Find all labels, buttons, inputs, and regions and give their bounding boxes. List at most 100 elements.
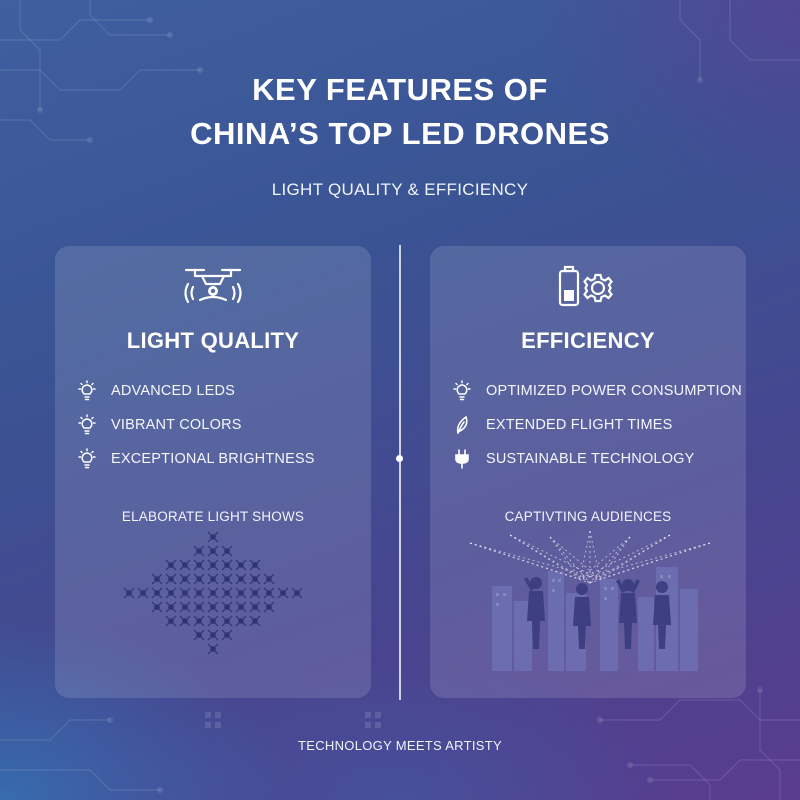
formation-drone: [165, 559, 177, 571]
light-beam: [589, 536, 631, 584]
formation-drone: [207, 587, 219, 599]
drone-formation-illustration: [123, 531, 303, 655]
light-bulb-icon: [450, 379, 474, 403]
formation-drone: [221, 545, 233, 557]
light-quality-feature-list: ADVANCED LEDS VIBRANT COLORS EXCEPTIONAL…: [75, 374, 315, 476]
formation-drone: [263, 573, 275, 585]
formation-drone: [207, 643, 219, 655]
plug-icon: [450, 447, 474, 471]
formation-drone: [207, 629, 219, 641]
formation-drone: [207, 545, 219, 557]
formation-drone: [235, 587, 247, 599]
page-subtitle: LIGHT QUALITY & EFFICIENCY: [271, 180, 529, 199]
light-beam: [599, 536, 631, 580]
formation-drone: [165, 587, 177, 599]
efficiency-panel: EFFICIENCY OPTIMIZED POWER CONSUMPTION E…: [430, 246, 746, 698]
audience-silhouettes: [524, 577, 671, 649]
formation-drone: [179, 559, 191, 571]
light-beam: [599, 534, 671, 580]
feature-label: SUSTAINABLE TECHNOLOGY: [486, 451, 695, 467]
formation-drone: [179, 615, 191, 627]
audiences-caption: CAPTIVTING AUDIENCES: [504, 509, 672, 524]
light-beam: [509, 534, 601, 580]
formation-drone: [249, 587, 261, 599]
formation-drone: [249, 615, 261, 627]
formation-drone: [235, 559, 247, 571]
feature-item-advanced-leds: ADVANCED LEDS: [75, 374, 315, 408]
light-beam: [579, 542, 711, 580]
formation-drone: [235, 573, 247, 585]
light-beam: [589, 542, 711, 584]
light-beam: [469, 542, 581, 580]
light-beam: [549, 536, 601, 580]
formation-drone: [207, 531, 219, 543]
light-beam: [469, 542, 601, 580]
light-beam: [509, 534, 581, 580]
formation-drone: [207, 615, 219, 627]
page-title: KEY FEATURES OF CHINA’S TOP LED DRONES: [0, 68, 800, 156]
formation-drone: [263, 587, 275, 599]
formation-drone: [137, 587, 149, 599]
feature-label: OPTIMIZED POWER CONSUMPTION: [486, 383, 742, 399]
light-beam: [579, 531, 591, 580]
feature-item-optimized-power: OPTIMIZED POWER CONSUMPTION: [450, 374, 742, 408]
formation-drone: [193, 629, 205, 641]
formation-drone: [235, 615, 247, 627]
divider-dot: [396, 455, 403, 462]
formation-drone: [151, 587, 163, 599]
formation-drone: [165, 615, 177, 627]
feature-label: EXTENDED FLIGHT TIMES: [486, 417, 673, 433]
formation-drone: [179, 587, 191, 599]
feature-label: VIBRANT COLORS: [111, 417, 242, 433]
feature-label: ADVANCED LEDS: [111, 383, 236, 399]
audience-city-illustration: [469, 531, 711, 671]
light-beam: [579, 536, 631, 580]
efficiency-feature-list: OPTIMIZED POWER CONSUMPTION EXTENDED FLI…: [450, 374, 742, 476]
drone-signal-icon: [55, 264, 371, 310]
formation-drone: [221, 629, 233, 641]
formation-drone: [263, 601, 275, 613]
footer-tagline: TECHNOLOGY MEETS ARTISTY: [298, 738, 502, 753]
formation-drone: [165, 573, 177, 585]
light-quality-heading: LIGHT QUALITY: [126, 328, 300, 353]
light-beam: [549, 536, 591, 584]
formation-drone: [221, 615, 233, 627]
formation-drone: [221, 601, 233, 613]
feature-item-extended-flight: EXTENDED FLIGHT TIMES: [450, 408, 742, 442]
page-title-line-1: KEY FEATURES OF: [252, 72, 548, 107]
formation-drone: [207, 601, 219, 613]
light-shows-caption: ELABORATE LIGHT SHOWS: [121, 509, 305, 524]
formation-drone: [193, 545, 205, 557]
light-beam: [599, 542, 711, 580]
formation-drone: [291, 587, 303, 599]
formation-drone: [165, 601, 177, 613]
light-beam: [509, 534, 591, 584]
feature-item-exceptional-brightness: EXCEPTIONAL BRIGHTNESS: [75, 442, 315, 476]
formation-drone: [235, 601, 247, 613]
feature-item-sustainable-tech: SUSTAINABLE TECHNOLOGY: [450, 442, 742, 476]
feature-item-vibrant-colors: VIBRANT COLORS: [75, 408, 315, 442]
formation-drone: [221, 559, 233, 571]
formation-drone: [249, 601, 261, 613]
efficiency-heading: EFFICIENCY: [521, 328, 655, 353]
formation-drone: [151, 573, 163, 585]
formation-drone: [249, 573, 261, 585]
page-title-line-2: CHINA’S TOP LED DRONES: [190, 116, 610, 151]
light-beam: [589, 531, 601, 580]
formation-drone: [193, 559, 205, 571]
light-bulb-icon: [75, 379, 99, 403]
light-quality-panel: LIGHT QUALITY ADVANCED LEDS VIBRANT COLO…: [55, 246, 371, 698]
formation-drone: [193, 615, 205, 627]
formation-drone: [207, 573, 219, 585]
formation-drone: [221, 573, 233, 585]
light-beam: [549, 536, 581, 580]
light-beam: [579, 534, 671, 580]
formation-drone: [277, 587, 289, 599]
light-bulb-icon: [75, 413, 99, 437]
formation-drone: [193, 587, 205, 599]
light-beam: [469, 542, 591, 584]
formation-drone: [179, 601, 191, 613]
light-bulb-icon: [75, 447, 99, 471]
leaf-icon: [450, 413, 474, 437]
battery-gear-icon: [430, 264, 746, 310]
